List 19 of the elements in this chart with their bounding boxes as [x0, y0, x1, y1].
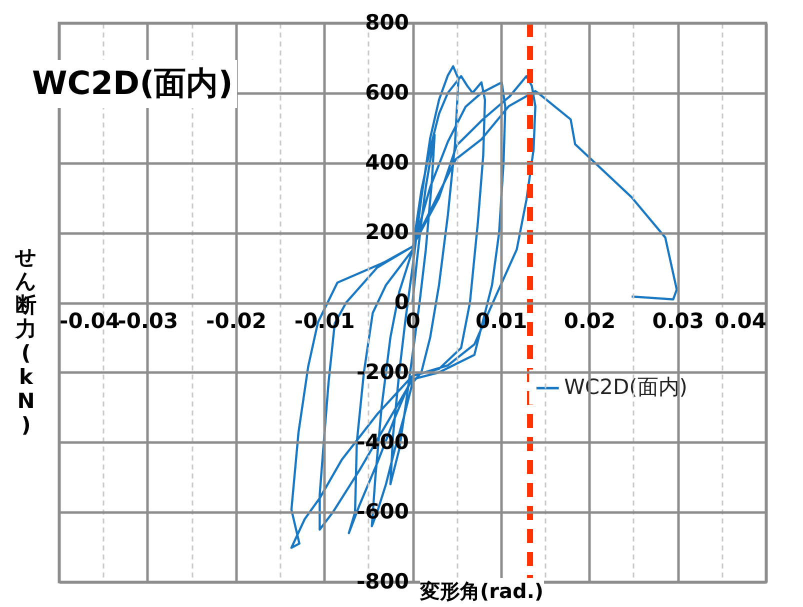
x-tick-label: 0.04 — [714, 309, 766, 333]
y-tick-label: -600 — [356, 500, 409, 524]
text: WC2D(面内) — [28, 60, 237, 108]
y-tick-label: -400 — [356, 430, 409, 454]
legend-label: WC2D(面内) — [564, 375, 688, 400]
y-tick-label: 0 — [394, 290, 409, 314]
x-tick-label: -0.02 — [206, 309, 267, 333]
y-axis-title: せん断力(kN) — [12, 245, 40, 437]
x-axis-title: 変形角(rad.) — [420, 578, 544, 605]
y-tick-label: 400 — [365, 150, 409, 174]
x-tick-label: -0.04 — [60, 309, 120, 333]
x-tick-label: 0.03 — [652, 309, 704, 333]
x-tick-label: 0.02 — [564, 309, 616, 333]
y-tick-label: 800 — [365, 10, 409, 34]
y-tick-label: 200 — [365, 220, 409, 244]
x-tick-label: -0.03 — [118, 309, 178, 333]
y-tick-label: -800 — [356, 570, 409, 594]
y-tick-label: -200 — [356, 360, 409, 384]
y-tick-label: 600 — [365, 80, 409, 104]
